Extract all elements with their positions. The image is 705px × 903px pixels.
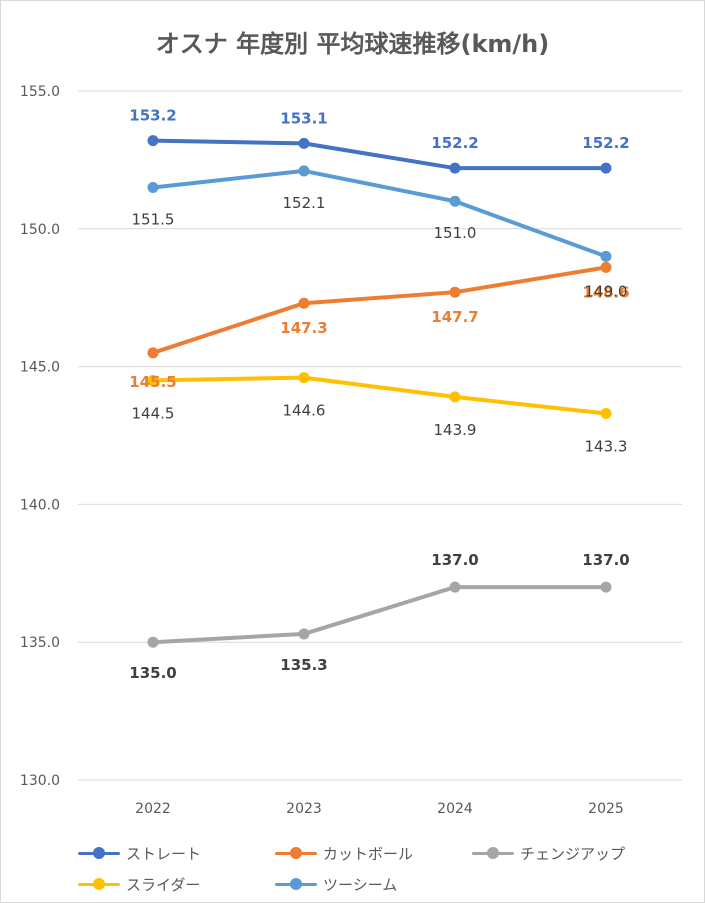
data-label: 147.7: [431, 308, 478, 326]
data-label: 144.5: [132, 404, 175, 422]
series-line-3: [151, 375, 608, 416]
data-point: [298, 165, 310, 177]
chart-title: オスナ 年度別 平均球速推移(km/h): [155, 30, 550, 58]
data-point: [600, 162, 612, 174]
x-tick-label: 2023: [286, 801, 322, 817]
data-label: 153.2: [129, 107, 176, 125]
legend-marker: [290, 878, 302, 890]
data-label: 151.0: [434, 224, 477, 242]
data-point: [147, 374, 159, 386]
data-label: 149.0: [585, 282, 628, 300]
data-label: 153.1: [280, 109, 327, 127]
data-point: [298, 628, 310, 640]
data-point: [449, 286, 461, 298]
legend-label: ストレート: [126, 845, 202, 863]
data-label: 137.0: [431, 551, 478, 569]
x-tick-label: 2024: [437, 801, 473, 817]
series-line-4: [151, 168, 608, 259]
data-label: 145.5: [129, 373, 176, 391]
y-tick-label: 140.0: [20, 497, 60, 513]
data-label: 135.3: [280, 656, 327, 674]
series-line-1: [151, 265, 608, 355]
data-point: [147, 636, 159, 648]
data-point: [147, 347, 159, 359]
y-tick-label: 150.0: [20, 222, 60, 238]
data-point: [600, 250, 612, 262]
series-line-2: [151, 585, 608, 645]
data-point: [600, 407, 612, 419]
legend-label: カットボール: [323, 845, 414, 863]
data-point: [449, 391, 461, 403]
y-tick-label: 135.0: [20, 635, 60, 651]
y-tick-label: 145.0: [20, 360, 60, 376]
data-point: [147, 135, 159, 147]
data-label: 143.9: [434, 421, 477, 439]
data-label: 143.3: [585, 437, 628, 455]
legend-marker: [93, 847, 105, 859]
y-tick-label: 155.0: [20, 84, 60, 100]
data-point: [600, 261, 612, 273]
data-label: 152.2: [582, 134, 629, 152]
data-label: 135.0: [129, 664, 176, 682]
legend-marker: [290, 847, 302, 859]
data-label: 137.0: [582, 551, 629, 569]
data-point: [298, 297, 310, 309]
legend-label: スライダー: [126, 876, 201, 894]
data-label: 144.6: [283, 402, 326, 420]
legend-label: チェンジアップ: [520, 845, 626, 863]
data-label: 148.6: [582, 283, 629, 301]
data-point: [147, 181, 159, 193]
data-point: [449, 195, 461, 207]
x-tick-label: 2025: [588, 801, 624, 817]
data-point: [449, 581, 461, 593]
legend-marker: [487, 847, 499, 859]
data-point: [298, 137, 310, 149]
data-point: [449, 162, 461, 174]
y-tick-label: 130.0: [20, 773, 60, 789]
data-label: 151.5: [132, 210, 175, 228]
legend-marker: [93, 878, 105, 890]
data-label: 152.2: [431, 134, 478, 152]
data-label: 147.3: [280, 319, 327, 337]
legend-label: ツーシーム: [323, 876, 398, 894]
x-tick-label: 2022: [135, 801, 171, 817]
data-point: [298, 372, 310, 384]
data-point: [600, 581, 612, 593]
data-label: 152.1: [283, 194, 326, 212]
series-line-0: [151, 138, 608, 171]
